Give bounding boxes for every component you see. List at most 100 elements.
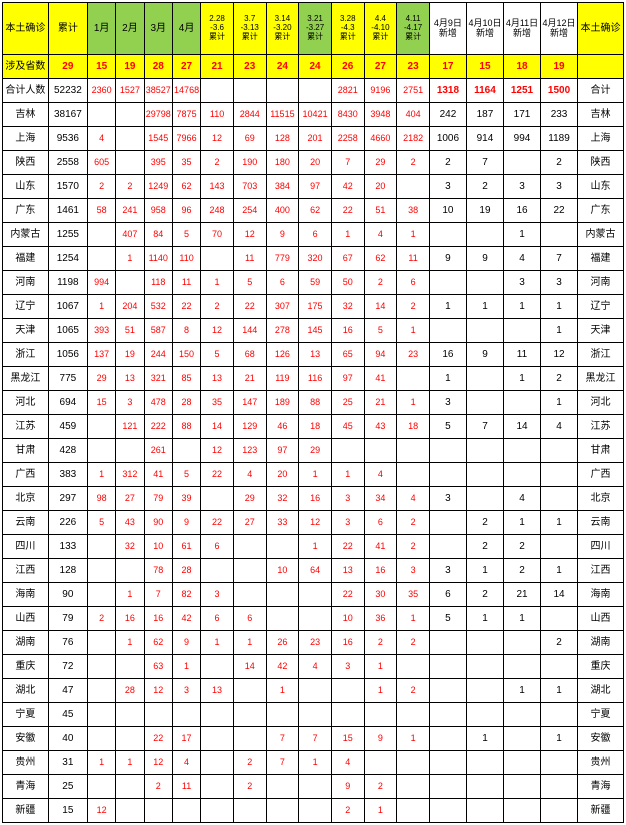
data-cell: 2258 (331, 127, 364, 151)
data-cell (201, 655, 234, 679)
table-row: 贵州31111242714贵州 (3, 751, 624, 775)
data-cell: 532 (144, 295, 172, 319)
data-cell (87, 559, 115, 583)
data-cell: 2 (397, 151, 430, 175)
data-cell (201, 559, 234, 583)
data-cell: 14 (364, 295, 397, 319)
data-cell: 478 (144, 391, 172, 415)
data-cell: 3 (397, 559, 430, 583)
data-cell: 1065 (48, 319, 87, 343)
data-cell: 4 (397, 487, 430, 511)
header-range-5: 3.28-4.3累计 (331, 3, 364, 55)
data-cell: 98 (87, 487, 115, 511)
data-cell: 7 (266, 727, 299, 751)
data-cell (466, 751, 503, 775)
data-cell: 7 (466, 151, 503, 175)
data-cell (503, 703, 540, 727)
data-cell: 40 (48, 727, 87, 751)
table-row: 广西383131241522420114广西 (3, 463, 624, 487)
data-cell: 12 (87, 799, 115, 823)
data-cell (266, 535, 299, 559)
data-cell: 2 (144, 775, 172, 799)
row-label-right: 贵州 (578, 751, 624, 775)
data-cell: 29798 (144, 103, 172, 127)
table-row: 重庆726311442431重庆 (3, 655, 624, 679)
data-cell: 1461 (48, 199, 87, 223)
data-cell: 16 (429, 343, 466, 367)
data-cell (116, 655, 144, 679)
total-cell: 1318 (429, 79, 466, 103)
data-cell: 11 (397, 247, 430, 271)
data-cell (541, 751, 578, 775)
data-cell: 1 (299, 751, 332, 775)
data-cell: 20 (266, 463, 299, 487)
table-row: 海南9017823223035622114海南 (3, 583, 624, 607)
data-cell: 2844 (233, 103, 266, 127)
data-cell: 2 (466, 583, 503, 607)
data-cell: 128 (266, 127, 299, 151)
data-cell: 261 (144, 439, 172, 463)
row-label-right: 陕西 (578, 151, 624, 175)
row-label-right: 辽宁 (578, 295, 624, 319)
data-cell: 35 (172, 151, 200, 175)
table-row: 江苏4591212228814129461845431857144江苏 (3, 415, 624, 439)
data-cell: 64 (299, 559, 332, 583)
data-cell: 11 (233, 247, 266, 271)
data-cell (116, 151, 144, 175)
row-label-left: 辽宁 (3, 295, 49, 319)
data-cell: 45 (48, 703, 87, 727)
row-label-left: 福建 (3, 247, 49, 271)
data-cell: 45 (331, 415, 364, 439)
data-cell: 79 (48, 607, 87, 631)
data-cell: 9 (172, 511, 200, 535)
provinces-cell: 15 (87, 55, 115, 79)
data-cell: 51 (116, 319, 144, 343)
data-cell: 248 (201, 199, 234, 223)
data-cell: 6 (397, 271, 430, 295)
data-cell (541, 223, 578, 247)
data-cell: 34 (364, 487, 397, 511)
data-cell (233, 583, 266, 607)
data-cell: 90 (144, 511, 172, 535)
data-cell (541, 799, 578, 823)
data-cell: 11515 (266, 103, 299, 127)
table-row: 陕西2558605395352190180207292272陕西 (3, 151, 624, 175)
data-cell: 4660 (364, 127, 397, 151)
data-cell: 15 (331, 727, 364, 751)
data-cell: 13 (331, 559, 364, 583)
table-row: 上海95364154579661269128201225846602182100… (3, 127, 624, 151)
data-cell (87, 631, 115, 655)
data-cell: 6 (364, 511, 397, 535)
data-cell (116, 799, 144, 823)
data-cell (541, 703, 578, 727)
data-cell: 67 (331, 247, 364, 271)
data-cell (429, 751, 466, 775)
data-cell: 1006 (429, 127, 466, 151)
table-row: 山西7921616426610361511山西 (3, 607, 624, 631)
data-cell: 118 (144, 271, 172, 295)
data-cell (299, 583, 332, 607)
data-cell: 1056 (48, 343, 87, 367)
data-cell: 1 (364, 679, 397, 703)
data-cell (87, 727, 115, 751)
data-cell (541, 607, 578, 631)
data-cell (364, 703, 397, 727)
data-cell: 189 (266, 391, 299, 415)
data-cell: 137 (87, 343, 115, 367)
table-row: 云南22654390922273312362211云南 (3, 511, 624, 535)
data-cell: 13 (201, 679, 234, 703)
data-cell (466, 775, 503, 799)
row-label-left: 甘肃 (3, 439, 49, 463)
data-cell (397, 439, 430, 463)
header-month-3: 3月 (144, 3, 172, 55)
provinces-cell: 28 (144, 55, 172, 79)
data-cell (503, 631, 540, 655)
row-label-right: 天津 (578, 319, 624, 343)
data-cell: 1249 (144, 175, 172, 199)
row-label-left: 浙江 (3, 343, 49, 367)
total-cell: 1251 (503, 79, 540, 103)
row-label-right: 湖北 (578, 679, 624, 703)
data-cell: 119 (266, 367, 299, 391)
data-cell (503, 727, 540, 751)
data-cell: 1198 (48, 271, 87, 295)
